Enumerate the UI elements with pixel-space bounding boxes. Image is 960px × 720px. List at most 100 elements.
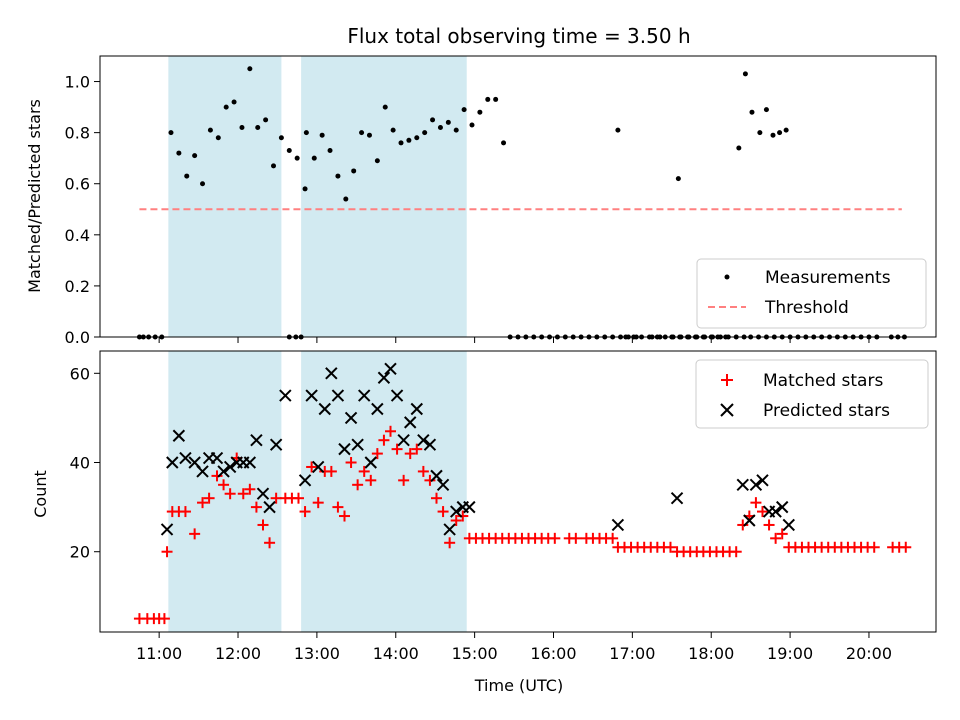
- matched-star-point: [306, 461, 318, 473]
- matched-star-point: [437, 506, 449, 518]
- measurement-point: [430, 117, 436, 123]
- matched-star-point: [570, 532, 582, 544]
- x-tick-label: 19:00: [767, 644, 813, 663]
- measurement-point: [485, 96, 491, 102]
- measurement-point: [278, 135, 284, 141]
- measurement-point: [255, 125, 261, 131]
- matched-star-point: [384, 425, 396, 437]
- predicted-star-point: [243, 456, 257, 469]
- predicted-star-point: [377, 371, 391, 384]
- measurement-point: [343, 196, 349, 202]
- top-y-axis-label: Matched/Predicted stars: [25, 99, 44, 293]
- bottom-panel: 20 40 60 11:00 12:00 13:00 14:00 15:00 16:00 17:…: [31, 350, 937, 695]
- measurement-point: [493, 96, 499, 102]
- y-tick-label: 20: [70, 543, 90, 562]
- x-tick-label: 18:00: [688, 644, 734, 663]
- matched-star-point: [763, 519, 775, 531]
- predicted-star-point: [311, 460, 325, 474]
- measurement-point: [763, 107, 769, 113]
- measurement-point: [184, 173, 190, 179]
- measurement-point: [200, 181, 206, 187]
- matched-star-point: [417, 465, 429, 477]
- measurement-point: [469, 122, 475, 128]
- matched-star-point: [398, 474, 410, 486]
- predicted-star-point: [430, 469, 443, 483]
- predicted-star-point: [463, 500, 476, 514]
- matched-star-point: [299, 506, 311, 518]
- predicted-star-point: [769, 505, 782, 518]
- predicted-star-point: [749, 478, 763, 492]
- measurement-point: [294, 155, 300, 161]
- predicted-star-point: [351, 438, 364, 451]
- predicted-star-point: [318, 402, 331, 416]
- bottom-x-ticks: 11:00 12:00 13:00 14:00 15:00 16:00 17:00 18:00…: [136, 632, 892, 663]
- measurement-point: [319, 132, 325, 138]
- measurement-point: [359, 130, 365, 136]
- top-y-ticks: 0.0 0.2 0.4 0.6 0.8 1.0: [65, 73, 100, 347]
- predicted-star-point: [256, 487, 270, 500]
- predicted-star-point: [279, 389, 292, 402]
- predicted-stars-points: [160, 362, 795, 536]
- matched-star-point: [345, 457, 357, 469]
- bottom-legend: Matched stars Predicted stars: [695, 359, 929, 429]
- measurement-point: [615, 127, 621, 133]
- y-tick-label: 1.0: [65, 73, 90, 92]
- bottom-shaded-intervals: [168, 351, 467, 632]
- matched-star-point: [730, 546, 742, 558]
- predicted-star-point: [325, 367, 338, 380]
- measurement-point: [263, 117, 269, 123]
- matched-star-point: [203, 492, 215, 504]
- top-x-ticks: [158, 337, 870, 343]
- predicted-star-point: [423, 438, 437, 451]
- predicted-star-point: [776, 500, 789, 514]
- measurement-points: [136, 66, 907, 340]
- bottom-y-axis-label: Count: [31, 470, 50, 518]
- y-tick-label: 40: [70, 454, 90, 473]
- x-tick-label: 13:00: [294, 644, 340, 663]
- measurement-point: [176, 150, 182, 156]
- matched-star-point: [391, 443, 403, 455]
- measurement-point: [445, 119, 451, 125]
- matched-star-point: [607, 532, 619, 544]
- predicted-star-point: [397, 433, 410, 447]
- predicted-star-point: [196, 465, 209, 478]
- x-tick-label: 20:00: [846, 644, 892, 663]
- legend-predicted-marker: [720, 403, 734, 417]
- predicted-star-point: [305, 389, 318, 402]
- y-tick-label: 60: [70, 364, 90, 383]
- matched-star-point: [161, 546, 173, 558]
- predicted-star-point: [298, 474, 312, 487]
- predicted-star-point: [436, 478, 450, 492]
- measurement-point: [477, 109, 483, 115]
- measurement-point: [777, 130, 783, 136]
- shaded-interval-2: [301, 351, 467, 632]
- shaded-interval-2: [301, 56, 467, 337]
- matched-star-point: [237, 488, 249, 500]
- matched-star-point: [868, 541, 880, 553]
- measurement-point: [286, 148, 292, 154]
- predicted-star-point: [404, 416, 417, 429]
- matched-star-point: [371, 448, 383, 460]
- matched-star-point: [312, 497, 324, 509]
- measurement-point: [770, 132, 776, 138]
- measurement-point: [453, 127, 459, 133]
- matched-star-point: [457, 510, 469, 522]
- predicted-star-point: [390, 389, 404, 402]
- matched-star-point: [244, 483, 256, 495]
- matched-star-point: [411, 443, 423, 455]
- measurement-point: [192, 153, 198, 159]
- matched-star-point: [292, 492, 304, 504]
- x-tick-label: 12:00: [215, 644, 261, 663]
- y-tick-label: 0.2: [65, 277, 90, 296]
- measurement-point: [327, 148, 333, 154]
- legend-threshold-label: Threshold: [764, 298, 849, 318]
- predicted-star-point: [782, 518, 795, 532]
- matched-star-point: [218, 479, 230, 491]
- predicted-star-point: [338, 442, 351, 456]
- legend-matched-marker: [721, 374, 733, 386]
- measurement-point: [351, 168, 357, 174]
- chart-title: Flux total observing time = 3.50 h: [347, 24, 690, 48]
- matched-star-point: [664, 541, 676, 553]
- shaded-interval-1: [168, 351, 282, 632]
- measurement-point: [207, 127, 213, 133]
